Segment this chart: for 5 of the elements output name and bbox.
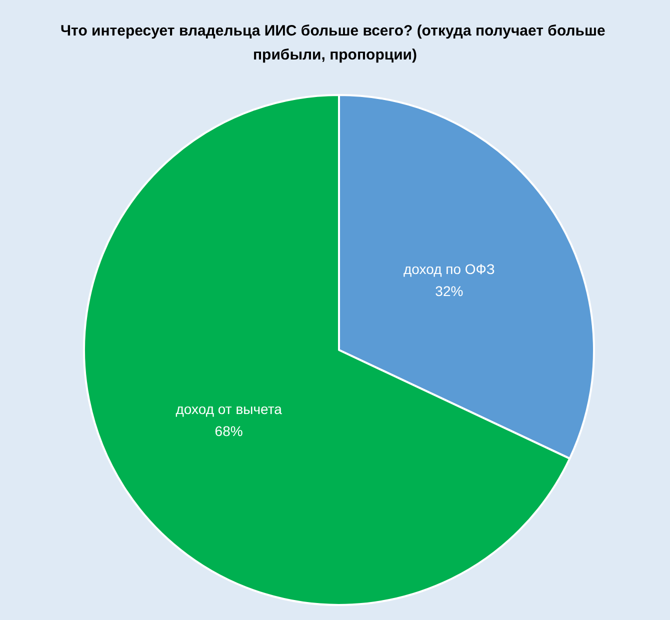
data-label: 68% xyxy=(214,422,243,439)
data-label: 32% xyxy=(435,283,464,300)
chart-title: Что интересует владельца ИИС больше всего? (откуда получает больше прибыли, пропорции) xyxy=(60,22,610,64)
slice-label: доход от вычета xyxy=(176,400,282,417)
slice-label: доход по ОФЗ xyxy=(403,261,495,278)
